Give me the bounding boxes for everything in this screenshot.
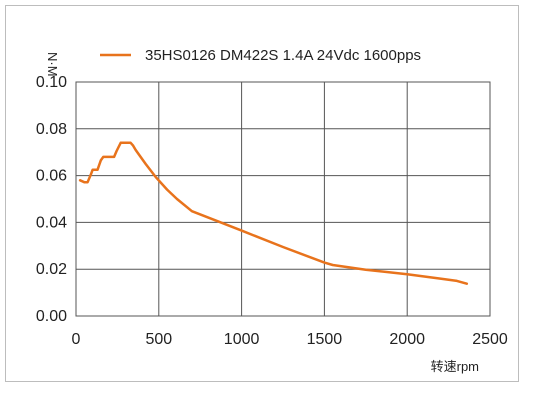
legend-entry: 35HS0126 DM422S 1.4A 24Vdc 1600pps [145, 47, 421, 64]
y-tick-label: 0.02 [36, 261, 67, 278]
x-tick-label: 2000 [389, 331, 425, 348]
y-tick-label: 0.04 [36, 214, 67, 231]
series-line [78, 141, 469, 285]
y-tick-label: 0.06 [36, 168, 67, 185]
y-tick-label: 0.00 [36, 308, 67, 325]
grid-lines [75, 81, 491, 317]
x-tick-label: 1000 [224, 331, 260, 348]
y-tick-label: 0.08 [36, 121, 67, 138]
x-tick-label: 500 [145, 331, 172, 348]
x-axis-label: 转速rpm [431, 359, 479, 374]
x-tick-label: 2500 [472, 331, 508, 348]
series-layer [78, 141, 469, 285]
chart-frame [5, 5, 519, 382]
plot-area [75, 81, 491, 317]
y-axis-label: N·M [45, 52, 60, 77]
x-tick-label: 0 [72, 331, 81, 348]
y-tick-label: 0.10 [36, 74, 67, 91]
tick-labels: 0.00 0.02 0.04 0.06 0.08 0.10 0 500 1000 1500 2000… [36, 74, 508, 348]
x-tick-label: 1500 [307, 331, 343, 348]
